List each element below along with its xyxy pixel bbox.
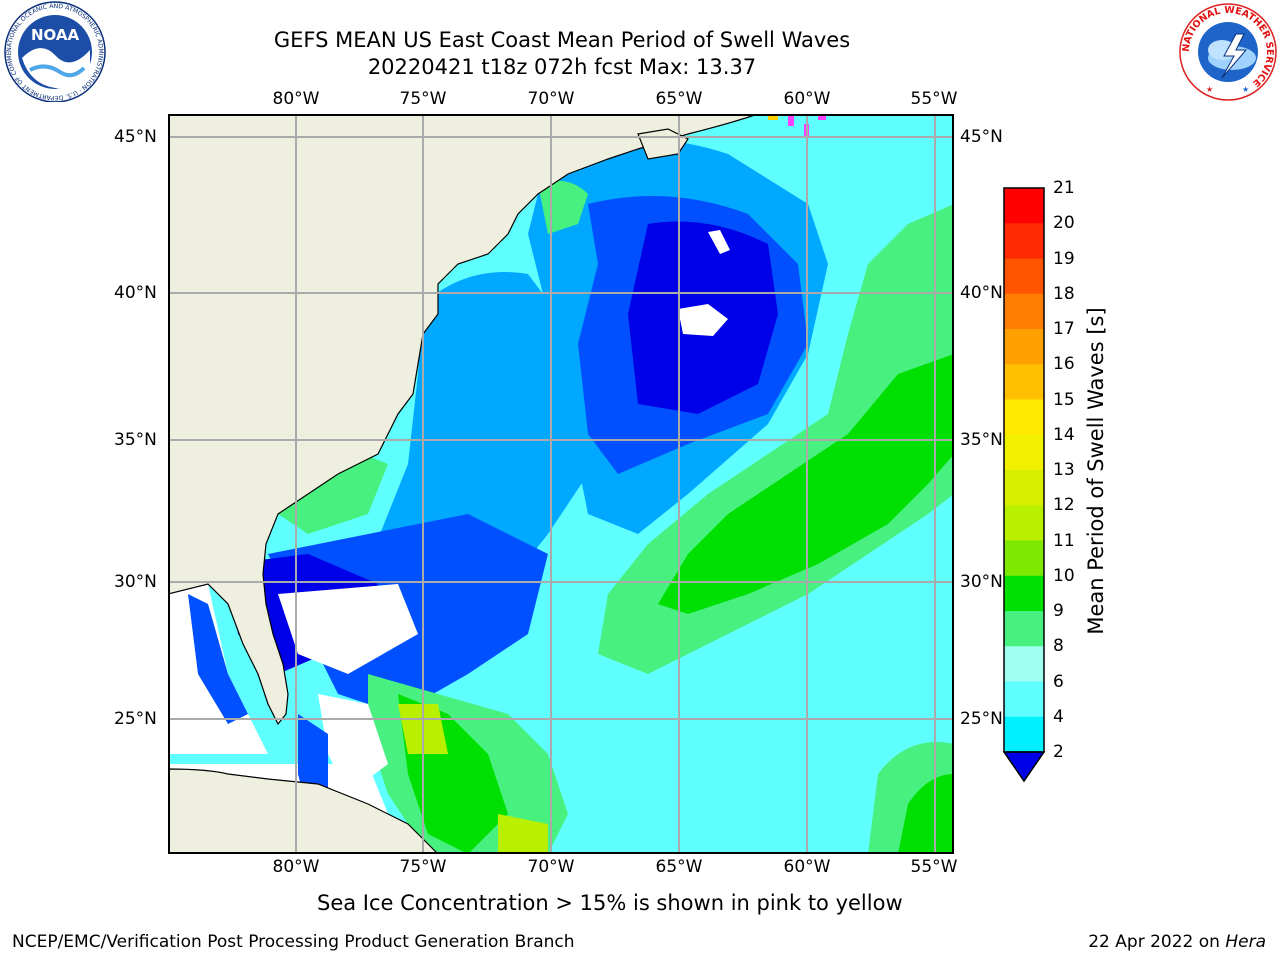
colorbar-segment bbox=[1004, 329, 1044, 365]
colorbar-tick-label: 9 bbox=[1053, 601, 1064, 621]
colorbar-segment bbox=[1004, 646, 1044, 682]
colorbar-tick-label: 8 bbox=[1053, 636, 1064, 657]
map-gridlines bbox=[168, 114, 954, 854]
colorbar-tick-label: 13 bbox=[1053, 460, 1075, 480]
map-frame bbox=[168, 114, 954, 854]
sea-ice-note: Sea Ice Concentration > 15% is shown in … bbox=[317, 891, 903, 915]
nws-logo: NATIONAL WEATHER SERVICE ★ ★ bbox=[1179, 3, 1277, 101]
colorbar-tick-label: 14 bbox=[1053, 424, 1075, 445]
map-panel bbox=[168, 114, 954, 854]
lat-label-left-45n: 45°N bbox=[114, 127, 157, 147]
colorbar-tick-label: 11 bbox=[1053, 530, 1075, 551]
footer-date-text: 22 Apr 2022 on bbox=[1088, 932, 1220, 952]
colorbar-tick-label: 18 bbox=[1053, 283, 1075, 304]
lon-label-bottom-55w: 55°W bbox=[910, 857, 958, 877]
colorbar-tick-label: 2 bbox=[1053, 742, 1064, 762]
colorbar-segment bbox=[1004, 681, 1044, 718]
colorbar-segment bbox=[1004, 364, 1044, 400]
footer-machine: Hera bbox=[1225, 932, 1266, 952]
colorbar-segment bbox=[1004, 716, 1044, 753]
svg-text:★: ★ bbox=[1206, 85, 1213, 94]
colorbar-tick-label: 15 bbox=[1053, 389, 1075, 410]
lat-label-right-35n: 35°N bbox=[960, 430, 1003, 450]
colorbar-segment bbox=[1004, 505, 1044, 541]
colorbar-segment bbox=[1004, 470, 1044, 506]
chart-subtitle: 20220421 t18z 072h fcst Max: 13.37 bbox=[367, 55, 757, 79]
colorbar bbox=[1002, 187, 1046, 783]
colorbar-tick-label: 6 bbox=[1053, 671, 1064, 692]
colorbar-segment bbox=[1004, 399, 1044, 436]
colorbar-label: Mean Period of Swell Waves [s] bbox=[1084, 307, 1108, 635]
svg-text:★: ★ bbox=[1242, 85, 1249, 94]
lon-label-top-75w: 75°W bbox=[399, 89, 447, 109]
colorbar-tick-label: 21 bbox=[1053, 178, 1075, 198]
lat-label-left-40n: 40°N bbox=[114, 283, 157, 303]
swell-period-field bbox=[168, 114, 954, 854]
lon-label-top-60w: 60°W bbox=[783, 89, 831, 109]
lon-label-bottom-80w: 80°W bbox=[272, 857, 320, 877]
colorbar-segment bbox=[1004, 293, 1044, 330]
colorbar-tick-label: 20 bbox=[1053, 213, 1075, 234]
colorbar-segment bbox=[1004, 223, 1044, 259]
lat-label-right-25n: 25°N bbox=[960, 709, 1003, 729]
lat-label-left-30n: 30°N bbox=[114, 572, 157, 592]
colorbar-tick-label: 12 bbox=[1053, 495, 1075, 516]
footer-date: 22 Apr 2022 on Hera bbox=[1088, 932, 1266, 952]
chart-title: GEFS MEAN US East Coast Mean Period of S… bbox=[273, 28, 851, 52]
colorbar-tick-label: 4 bbox=[1053, 706, 1064, 727]
lat-label-right-45n: 45°N bbox=[960, 127, 1003, 147]
lon-label-top-55w: 55°W bbox=[910, 89, 958, 109]
noaa-text: NOAA bbox=[31, 26, 80, 44]
colorbar-segment bbox=[1004, 258, 1044, 295]
colorbar-frame bbox=[1003, 187, 1045, 753]
colorbar-segment bbox=[1004, 540, 1044, 577]
lon-label-top-70w: 70°W bbox=[527, 89, 575, 109]
colorbar-segment bbox=[1004, 575, 1044, 612]
lon-label-bottom-60w: 60°W bbox=[783, 857, 831, 877]
noaa-logo: NATIONAL OCEANIC AND ATMOSPHERIC ADMINIS… bbox=[0, 0, 106, 102]
footer-credit: NCEP/EMC/Verification Post Processing Pr… bbox=[12, 932, 575, 952]
lat-label-left-35n: 35°N bbox=[114, 430, 157, 450]
lat-label-left-25n: 25°N bbox=[114, 709, 157, 729]
colorbar-segment bbox=[1004, 611, 1044, 647]
colorbar-segment bbox=[1004, 434, 1044, 471]
colorbar-segment bbox=[1004, 188, 1044, 224]
lat-label-right-30n: 30°N bbox=[960, 572, 1003, 592]
lat-label-right-40n: 40°N bbox=[960, 283, 1003, 303]
colorbar-segments bbox=[1004, 188, 1044, 753]
colorbar-tick-label: 19 bbox=[1053, 248, 1075, 269]
lon-label-top-80w: 80°W bbox=[272, 89, 320, 109]
lon-label-top-65w: 65°W bbox=[655, 89, 703, 109]
colorbar-extend-arrow bbox=[1002, 751, 1046, 783]
colorbar-tick-label: 17 bbox=[1053, 319, 1075, 339]
colorbar-tick-label: 10 bbox=[1053, 565, 1075, 586]
lon-label-bottom-65w: 65°W bbox=[655, 857, 703, 877]
colorbar-tick-label: 16 bbox=[1053, 354, 1075, 375]
lon-label-bottom-70w: 70°W bbox=[527, 857, 575, 877]
lon-label-bottom-75w: 75°W bbox=[399, 857, 447, 877]
